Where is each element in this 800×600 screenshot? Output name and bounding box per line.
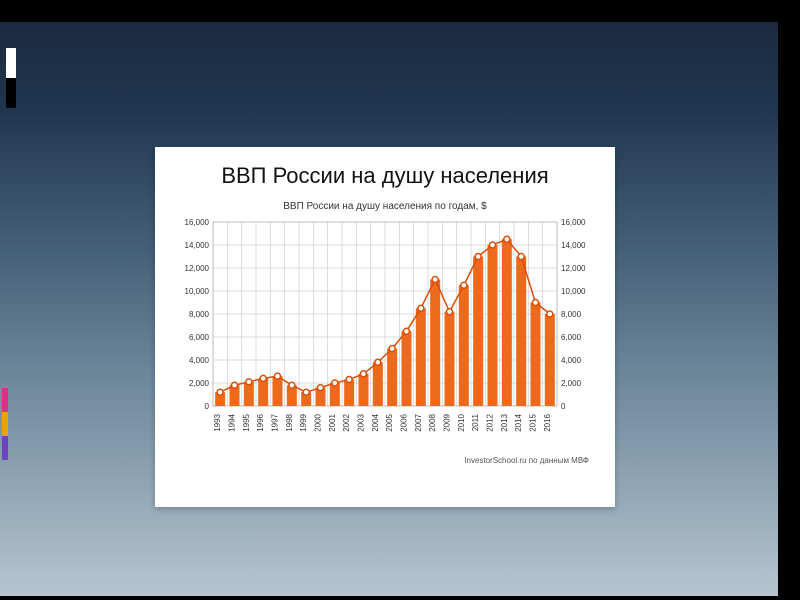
svg-text:2002: 2002 [342, 413, 351, 431]
svg-text:2008: 2008 [428, 413, 437, 431]
svg-text:6,000: 6,000 [189, 333, 210, 342]
svg-text:2004: 2004 [371, 413, 380, 431]
svg-text:2007: 2007 [414, 413, 423, 431]
svg-text:1996: 1996 [256, 413, 265, 431]
svg-text:14,000: 14,000 [185, 241, 210, 250]
chart-footer: InvestorSchool.ru по данным МВФ [171, 456, 599, 465]
slide-background: ВВП России на душу населения ВВП России … [0, 0, 800, 600]
svg-text:2010: 2010 [457, 413, 466, 431]
svg-text:2000: 2000 [314, 413, 323, 431]
left-accent-bars [0, 48, 28, 460]
svg-text:2,000: 2,000 [189, 379, 210, 388]
svg-text:16,000: 16,000 [185, 218, 210, 227]
svg-text:1999: 1999 [299, 413, 308, 431]
svg-text:12,000: 12,000 [561, 264, 586, 273]
svg-text:1995: 1995 [242, 413, 251, 431]
svg-text:10,000: 10,000 [561, 287, 586, 296]
chart-area: 0 0 2,000 2,000 4,000 4,000 6,000 6,000 8,000 8,0… [171, 216, 599, 456]
chart-subtitle: ВВП России на душу населения по годам, $ [171, 201, 599, 212]
svg-text:0: 0 [561, 402, 566, 411]
svg-text:2003: 2003 [357, 413, 366, 431]
svg-text:1998: 1998 [285, 413, 294, 431]
svg-text:1994: 1994 [228, 413, 237, 431]
svg-text:2012: 2012 [486, 413, 495, 431]
chart-card: ВВП России на душу населения ВВП России … [155, 147, 615, 507]
svg-text:10,000: 10,000 [185, 287, 210, 296]
svg-text:2006: 2006 [400, 413, 409, 431]
svg-text:2,000: 2,000 [561, 379, 582, 388]
svg-text:2016: 2016 [543, 413, 552, 431]
card-title: ВВП России на душу населения [171, 163, 599, 189]
svg-text:14,000: 14,000 [561, 241, 586, 250]
svg-text:8,000: 8,000 [561, 310, 582, 319]
accent-bar-white [6, 48, 16, 78]
svg-text:2013: 2013 [500, 413, 509, 431]
svg-text:1993: 1993 [213, 413, 222, 431]
gdp-chart-svg: 0 0 2,000 2,000 4,000 4,000 6,000 6,000 8,000 8,0… [171, 216, 599, 456]
svg-text:4,000: 4,000 [561, 356, 582, 365]
svg-text:8,000: 8,000 [189, 310, 210, 319]
svg-text:2001: 2001 [328, 413, 337, 431]
svg-text:2011: 2011 [471, 413, 480, 431]
svg-text:2005: 2005 [385, 413, 394, 431]
accent-bar-orange [2, 412, 8, 436]
svg-text:2015: 2015 [529, 413, 538, 431]
svg-text:16,000: 16,000 [561, 218, 586, 227]
accent-bar-purple [2, 436, 8, 460]
svg-text:12,000: 12,000 [185, 264, 210, 273]
accent-bar-black [6, 78, 16, 108]
accent-bar-magenta [2, 388, 8, 412]
svg-text:6,000: 6,000 [561, 333, 582, 342]
svg-text:2009: 2009 [443, 413, 452, 431]
svg-text:1997: 1997 [271, 413, 280, 431]
svg-text:0: 0 [205, 402, 210, 411]
svg-text:2014: 2014 [514, 413, 523, 431]
svg-text:4,000: 4,000 [189, 356, 210, 365]
